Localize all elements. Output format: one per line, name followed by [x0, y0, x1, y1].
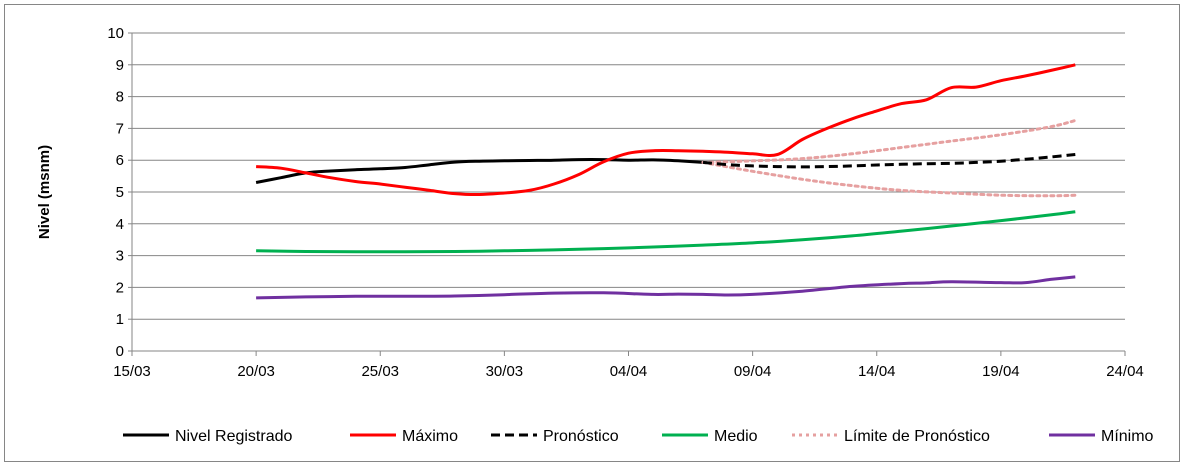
x-tick-20-03: 20/03 — [237, 363, 275, 380]
series-line-pronostico — [702, 153, 1076, 169]
gridlines — [128, 32, 1125, 352]
y-tick-3: 3 — [116, 248, 124, 265]
x-tick-30-03: 30/03 — [486, 363, 524, 380]
y-tick-5: 5 — [116, 184, 124, 201]
series-line-limite-de-pronostico — [701, 119, 1077, 164]
series-line-medio — [256, 210, 1076, 254]
legend: Nivel Registrado Máximo Pronóstico Medio Lím… — [123, 428, 1154, 445]
y-tick-8: 8 — [116, 89, 124, 106]
y-tick-0: 0 — [116, 343, 124, 360]
axes — [131, 33, 1126, 356]
chart-frame: 0 1 2 3 4 5 6 7 8 9 10 15/03 20/03 25/03 30/03 04/04 09… — [4, 4, 1180, 462]
legend-label-nivel-registrado: Nivel Registrado — [175, 428, 292, 445]
y-tick-9: 9 — [116, 57, 124, 74]
y-tick-4: 4 — [116, 216, 124, 233]
series-line-limite-de-pronostico-inferior — [701, 160, 1077, 198]
series-line-maximo — [256, 63, 1076, 197]
series-line-minimo — [256, 275, 1076, 300]
x-tick-25-03: 25/03 — [361, 363, 399, 380]
series-line-nivel-registrado — [255, 158, 704, 184]
line-chart: 0 1 2 3 4 5 6 7 8 9 10 15/03 20/03 25/03 30/03 04/04 09… — [36, 25, 1154, 445]
x-tick-19-04: 19/04 — [982, 363, 1020, 380]
y-tick-labels: 0 1 2 3 4 5 6 7 8 9 10 — [107, 25, 124, 360]
y-tick-7: 7 — [116, 120, 124, 137]
x-tick-15-03: 15/03 — [113, 363, 151, 380]
x-tick-labels: 15/03 20/03 25/03 30/03 04/04 09/04 14/04 19/04… — [113, 363, 1144, 380]
y-tick-10: 10 — [107, 25, 124, 42]
y-tick-2: 2 — [116, 279, 124, 296]
legend-label-minimo: Mínimo — [1101, 428, 1154, 445]
series-lines — [255, 63, 1077, 300]
legend-label-pronostico: Pronóstico — [543, 428, 619, 445]
y-tick-1: 1 — [116, 311, 124, 328]
legend-label-maximo: Máximo — [402, 428, 458, 445]
y-tick-6: 6 — [116, 152, 124, 169]
x-tick-04-04: 04/04 — [610, 363, 648, 380]
x-tick-09-04: 09/04 — [734, 363, 772, 380]
y-axis-label: Nivel (msnm) — [36, 145, 53, 239]
x-tick-14-04: 14/04 — [858, 363, 896, 380]
legend-label-medio: Medio — [714, 428, 758, 445]
x-tick-24-04: 24/04 — [1106, 363, 1144, 380]
legend-label-limite-de-pronostico: Límite de Pronóstico — [844, 428, 990, 445]
